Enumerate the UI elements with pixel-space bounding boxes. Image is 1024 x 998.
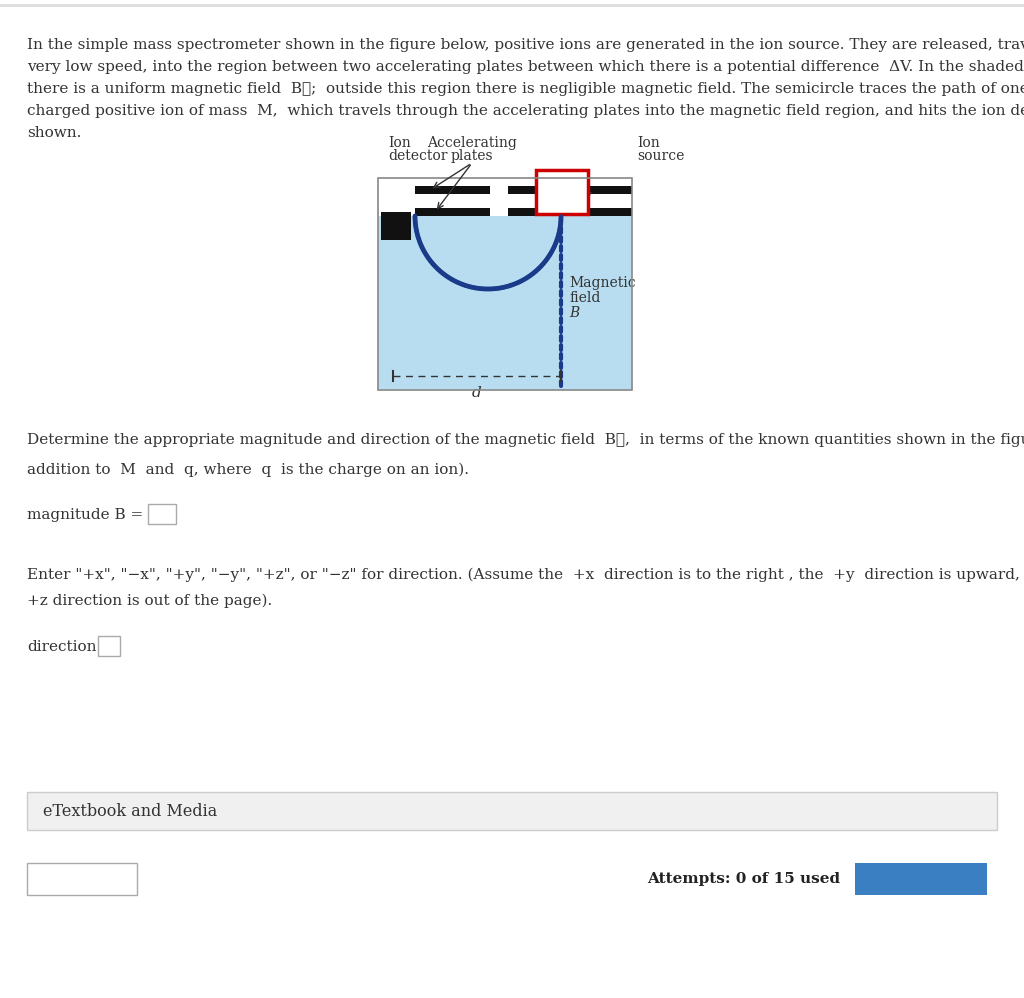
Text: very low speed, into the region between two accelerating plates between which th: very low speed, into the region between … <box>27 60 1024 74</box>
Text: plates: plates <box>451 149 494 163</box>
Text: Determine the appropriate magnitude and direction of the magnetic field  B⃗,  in: Determine the appropriate magnitude and … <box>27 433 1024 447</box>
Bar <box>381 212 411 240</box>
Bar <box>855 863 987 895</box>
Text: Ion: Ion <box>637 136 659 150</box>
Text: source: source <box>637 149 684 163</box>
Text: detector: detector <box>388 149 447 163</box>
Text: addition to  M  and  q, where  q  is the charge on an ion).: addition to M and q, where q is the char… <box>27 463 469 477</box>
Text: Accelerating: Accelerating <box>427 136 517 150</box>
Bar <box>415 186 490 194</box>
Text: Attempts: 0 of 15 used: Attempts: 0 of 15 used <box>647 872 840 886</box>
Text: Save for Later: Save for Later <box>32 872 132 886</box>
Bar <box>508 186 632 194</box>
Bar <box>536 170 588 214</box>
Bar <box>27 863 137 895</box>
Text: magnitude B =: magnitude B = <box>27 508 143 522</box>
Text: +z direction is out of the page).: +z direction is out of the page). <box>27 594 272 609</box>
Bar <box>415 208 490 216</box>
Bar <box>378 216 632 390</box>
Text: direction: direction <box>27 640 96 654</box>
Bar <box>98 636 120 656</box>
Text: eTextbook and Media: eTextbook and Media <box>43 802 217 819</box>
Text: In the simple mass spectrometer shown in the figure below, positive ions are gen: In the simple mass spectrometer shown in… <box>27 38 1024 52</box>
Bar <box>378 178 632 390</box>
Bar <box>378 178 632 390</box>
Text: ΔV: ΔV <box>569 191 592 208</box>
Text: d: d <box>472 386 482 400</box>
Text: Submit Answer: Submit Answer <box>859 872 983 886</box>
Bar <box>27 792 997 830</box>
Text: Enter "+x", "−x", "+y", "−y", "+z", or "−z" for direction. (Assume the  +x  dire: Enter "+x", "−x", "+y", "−y", "+z", or "… <box>27 568 1024 583</box>
Text: B: B <box>569 306 580 320</box>
Text: shown.: shown. <box>27 126 81 140</box>
Text: field: field <box>569 291 600 305</box>
Bar <box>148 504 176 524</box>
Bar <box>508 208 632 216</box>
Text: Magnetic: Magnetic <box>569 276 636 290</box>
Text: there is a uniform magnetic field  B⃗;  outside this region there is negligible : there is a uniform magnetic field B⃗; ou… <box>27 82 1024 96</box>
Text: charged positive ion of mass  M,  which travels through the accelerating plates : charged positive ion of mass M, which tr… <box>27 104 1024 118</box>
Text: Ion: Ion <box>388 136 411 150</box>
